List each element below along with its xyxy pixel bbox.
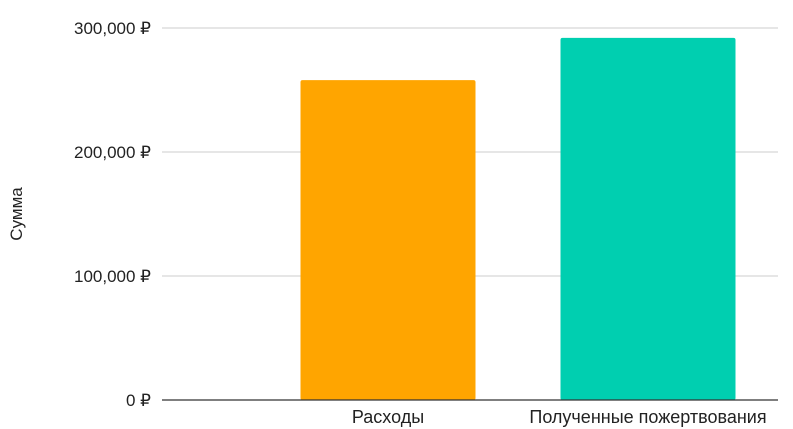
y-tick-label: 200,000 ₽ [74,143,151,162]
bar-donations[interactable] [560,37,736,401]
x-category-label: Расходы [352,407,424,427]
y-axis-title: Сумма [7,187,26,241]
x-category-label: Полученные пожертвования [529,407,766,427]
y-tick-label: 100,000 ₽ [74,267,151,286]
y-tick-label: 300,000 ₽ [74,19,151,38]
y-axis-ticks: 0 ₽ 100,000 ₽ 200,000 ₽ 300,000 ₽ [74,19,151,410]
y-tick-label: 0 ₽ [126,391,151,410]
bar-expenses[interactable] [300,80,476,400]
x-axis-labels: Расходы Полученные пожертвования [352,407,767,427]
bars [300,37,736,401]
